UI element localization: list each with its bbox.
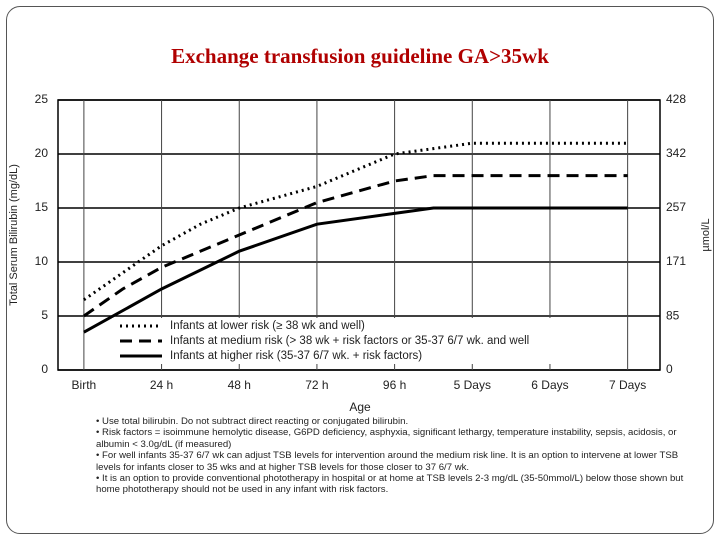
legend-label: Infants at higher risk (35-37 6/7 wk. + … bbox=[170, 350, 422, 362]
x-tick-label: 7 Days bbox=[609, 378, 646, 392]
legend-box bbox=[112, 318, 624, 364]
legend-label: Infants at lower risk (≥ 38 wk and well) bbox=[170, 320, 365, 332]
note: • For well infants 35-37 6/7 wk can adju… bbox=[96, 450, 679, 473]
y2-tick-label: 428 bbox=[666, 92, 686, 106]
series-line bbox=[83, 206, 628, 334]
y-tick-label: 0 bbox=[41, 362, 48, 376]
y2-tick-label: 171 bbox=[666, 254, 686, 268]
x-tick-label: 48 h bbox=[228, 378, 251, 392]
y2-tick-label: 257 bbox=[666, 200, 686, 214]
note: • It is an option to provide conventiona… bbox=[96, 473, 684, 496]
x-tick-label: 96 h bbox=[383, 378, 406, 392]
y2-tick-label: 0 bbox=[666, 362, 673, 376]
notes: • Use total bilirubin. Do not subtract d… bbox=[96, 416, 686, 496]
y2-tick-label: 342 bbox=[666, 146, 686, 160]
x-tick-label: Birth bbox=[72, 378, 97, 392]
legend-label: Infants at medium risk (> 38 wk + risk f… bbox=[170, 335, 529, 347]
y-tick-label: 25 bbox=[35, 92, 49, 106]
chart: Exchange transfusion guideline GA>35wk T… bbox=[8, 44, 712, 414]
x-tick-label: 24 h bbox=[150, 378, 173, 392]
note: • Use total bilirubin. Do not subtract d… bbox=[96, 416, 409, 427]
y2-axis-title: µmol/L bbox=[700, 218, 712, 251]
series-line bbox=[83, 174, 628, 318]
y-tick-label: 10 bbox=[35, 254, 49, 268]
x-axis-title: Age bbox=[349, 400, 371, 414]
x-tick-label: 72 h bbox=[305, 378, 328, 392]
x-tick-label: 6 Days bbox=[531, 378, 568, 392]
series-line bbox=[83, 141, 628, 302]
chart-title: Exchange transfusion guideline GA>35wk bbox=[171, 44, 549, 68]
y-tick-label: 15 bbox=[35, 200, 49, 214]
y-axis-title: Total Serum Bilirubin (mg/dL) bbox=[8, 164, 20, 306]
note: • Risk factors = isoimmune hemolytic dis… bbox=[96, 427, 677, 450]
y-tick-label: 20 bbox=[35, 146, 49, 160]
x-tick-label: 5 Days bbox=[454, 378, 491, 392]
y-tick-label: 5 bbox=[41, 308, 48, 322]
slide-frame bbox=[6, 6, 714, 534]
y2-tick-label: 85 bbox=[666, 308, 680, 322]
